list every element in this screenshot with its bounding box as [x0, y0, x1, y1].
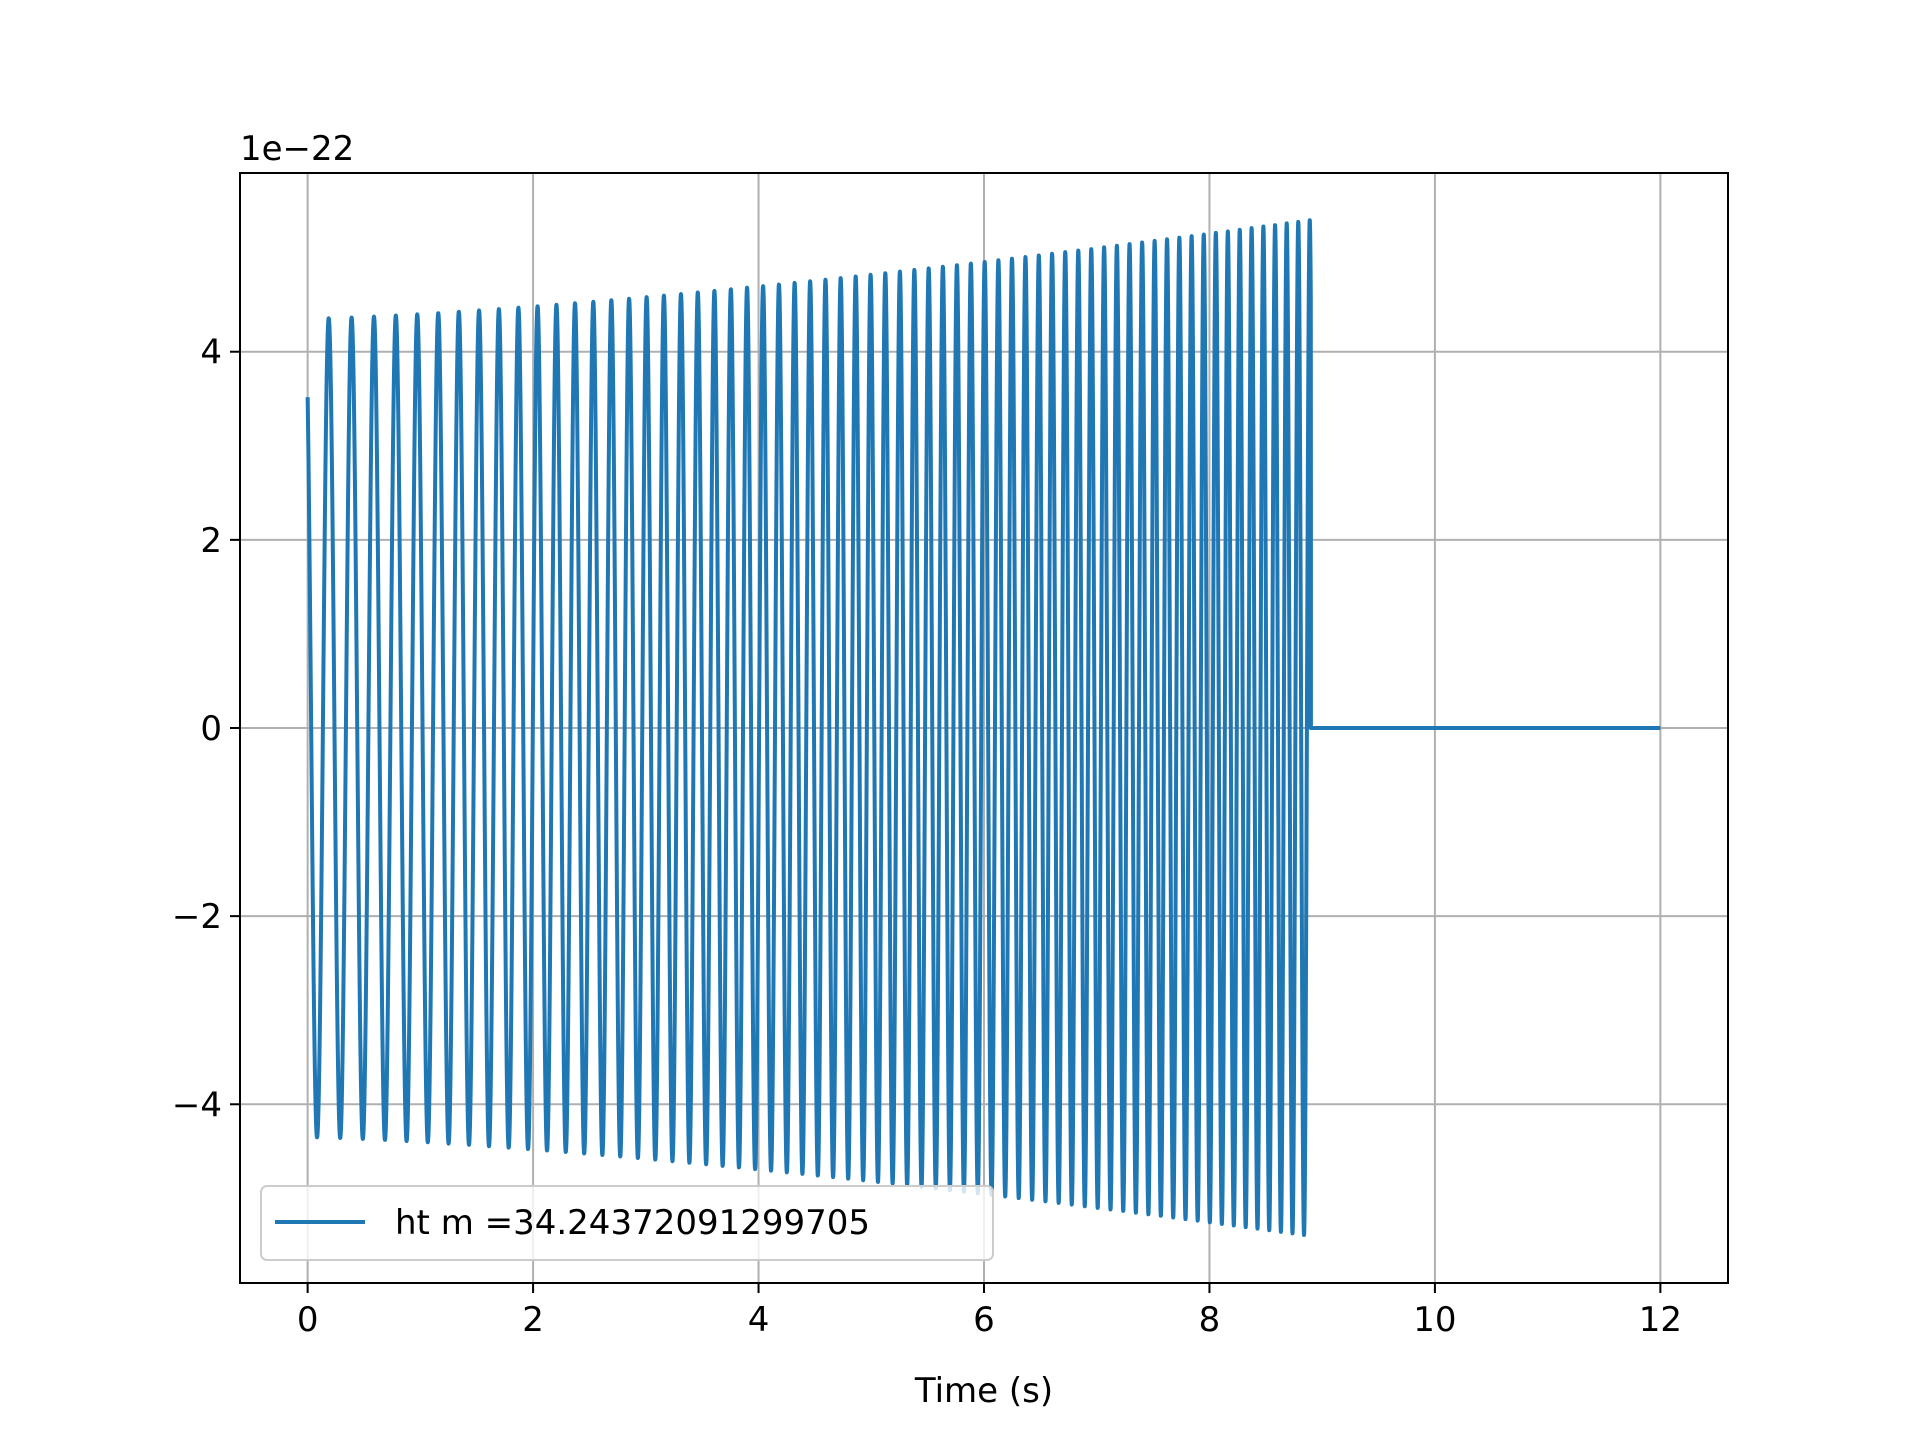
y-offset-text: 1e−22	[240, 129, 354, 169]
x-tick-label: 8	[1199, 1300, 1221, 1340]
y-tick-label: 0	[200, 709, 222, 749]
x-tick-label: 2	[522, 1300, 544, 1340]
y-tick-label: −4	[172, 1085, 222, 1125]
legend-label: ht m =34.24372091299705	[395, 1203, 870, 1243]
x-tick-label: 6	[973, 1300, 995, 1340]
x-tick-label: 10	[1413, 1300, 1456, 1340]
y-tick-label: −2	[172, 897, 222, 937]
x-tick-label: 12	[1639, 1300, 1682, 1340]
y-tick-label: 4	[200, 333, 222, 373]
legend-box	[260, 1185, 994, 1261]
x-axis-label: Time (s)	[914, 1371, 1053, 1411]
series-group	[305, 218, 1661, 1237]
x-tick-label: 4	[748, 1300, 770, 1340]
legend: ht m =34.24372091299705	[260, 1185, 994, 1261]
ticks: 0 2 4 6 8 10 12 −4 −2 0 2 4	[172, 333, 1682, 1340]
x-tick-label: 0	[297, 1300, 319, 1340]
series-line	[305, 218, 1661, 1237]
y-tick-label: 2	[200, 521, 222, 561]
